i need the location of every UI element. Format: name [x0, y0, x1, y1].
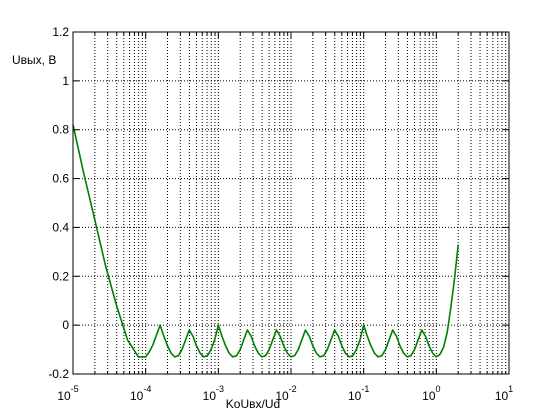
- series-line: [72, 124, 460, 358]
- x-tick-label: 10-4: [130, 384, 151, 403]
- x-tick-label: 10-1: [348, 384, 369, 403]
- y-tick-labels: -0.2 0 0.2 0.4 0.6 0.8 1 1.2: [48, 25, 69, 381]
- y-tick-label: 0.2: [52, 269, 69, 283]
- y-axis-label: Uвых, В: [12, 53, 56, 67]
- x-tick-label: 101: [495, 384, 513, 403]
- y-tick-label: 0.6: [52, 172, 69, 186]
- y-tick-label: -0.2: [48, 367, 69, 381]
- x-tick-label: 10-2: [275, 384, 296, 403]
- y-tick-label: 0: [62, 318, 69, 332]
- x-tick-label: 10-5: [57, 384, 78, 403]
- y-tick-label: 1: [62, 74, 69, 88]
- axis-ticks: [73, 31, 509, 375]
- x-tick-label: 10-3: [203, 384, 224, 403]
- x-axis-label: KoUвх/Ud: [226, 397, 280, 411]
- x-tick-label: 100: [422, 384, 440, 403]
- y-tick-label: 1.2: [52, 25, 69, 39]
- y-tick-label: 0.8: [52, 123, 69, 137]
- x-tick-labels: 10-5 10-4 10-3 10-2 10-1 100 101: [57, 384, 513, 403]
- grid-lines: [73, 32, 509, 374]
- data-series: [72, 124, 460, 358]
- y-tick-label: 0.4: [52, 220, 69, 234]
